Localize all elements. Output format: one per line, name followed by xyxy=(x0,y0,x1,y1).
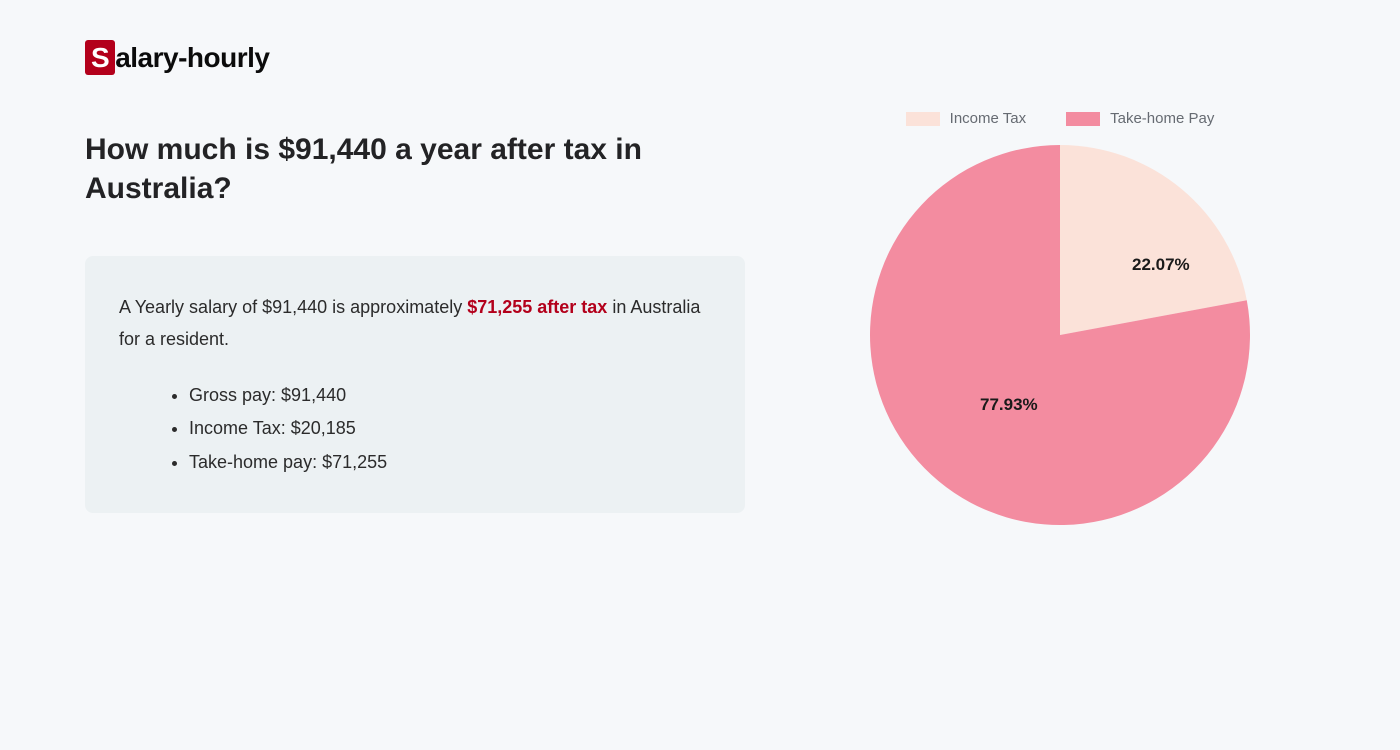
summary-bullets: Gross pay: $91,440 Income Tax: $20,185 T… xyxy=(119,379,711,479)
legend-item-take-home: Take-home Pay xyxy=(1066,110,1214,127)
slice-label-take-home: 77.93% xyxy=(980,395,1038,415)
legend-item-income-tax: Income Tax xyxy=(906,110,1026,127)
content-row: How much is $91,440 a year after tax in … xyxy=(85,130,1315,525)
page-heading: How much is $91,440 a year after tax in … xyxy=(85,130,745,208)
pie-svg xyxy=(870,145,1250,525)
legend-label-income-tax: Income Tax xyxy=(950,110,1026,127)
summary-paragraph: A Yearly salary of $91,440 is approximat… xyxy=(119,292,711,355)
right-column: Income Tax Take-home Pay 22.07% 77.93% xyxy=(805,130,1315,525)
page: Salary-hourly How much is $91,440 a year… xyxy=(0,0,1400,525)
site-logo: Salary-hourly xyxy=(85,40,1315,75)
logo-badge-s: S xyxy=(85,40,115,75)
legend-swatch-income-tax xyxy=(906,112,940,126)
bullet-incometax: Income Tax: $20,185 xyxy=(189,412,711,445)
chart-legend: Income Tax Take-home Pay xyxy=(805,110,1315,127)
summary-highlight: $71,255 after tax xyxy=(467,297,607,317)
slice-label-income-tax: 22.07% xyxy=(1132,255,1190,275)
bullet-takehome: Take-home pay: $71,255 xyxy=(189,446,711,479)
left-column: How much is $91,440 a year after tax in … xyxy=(85,130,745,525)
legend-label-take-home: Take-home Pay xyxy=(1110,110,1214,127)
legend-swatch-take-home xyxy=(1066,112,1100,126)
summary-box: A Yearly salary of $91,440 is approximat… xyxy=(85,256,745,513)
logo-text: alary-hourly xyxy=(115,42,269,73)
summary-prefix: A Yearly salary of $91,440 is approximat… xyxy=(119,297,467,317)
bullet-gross: Gross pay: $91,440 xyxy=(189,379,711,412)
pie-chart: 22.07% 77.93% xyxy=(870,145,1250,525)
